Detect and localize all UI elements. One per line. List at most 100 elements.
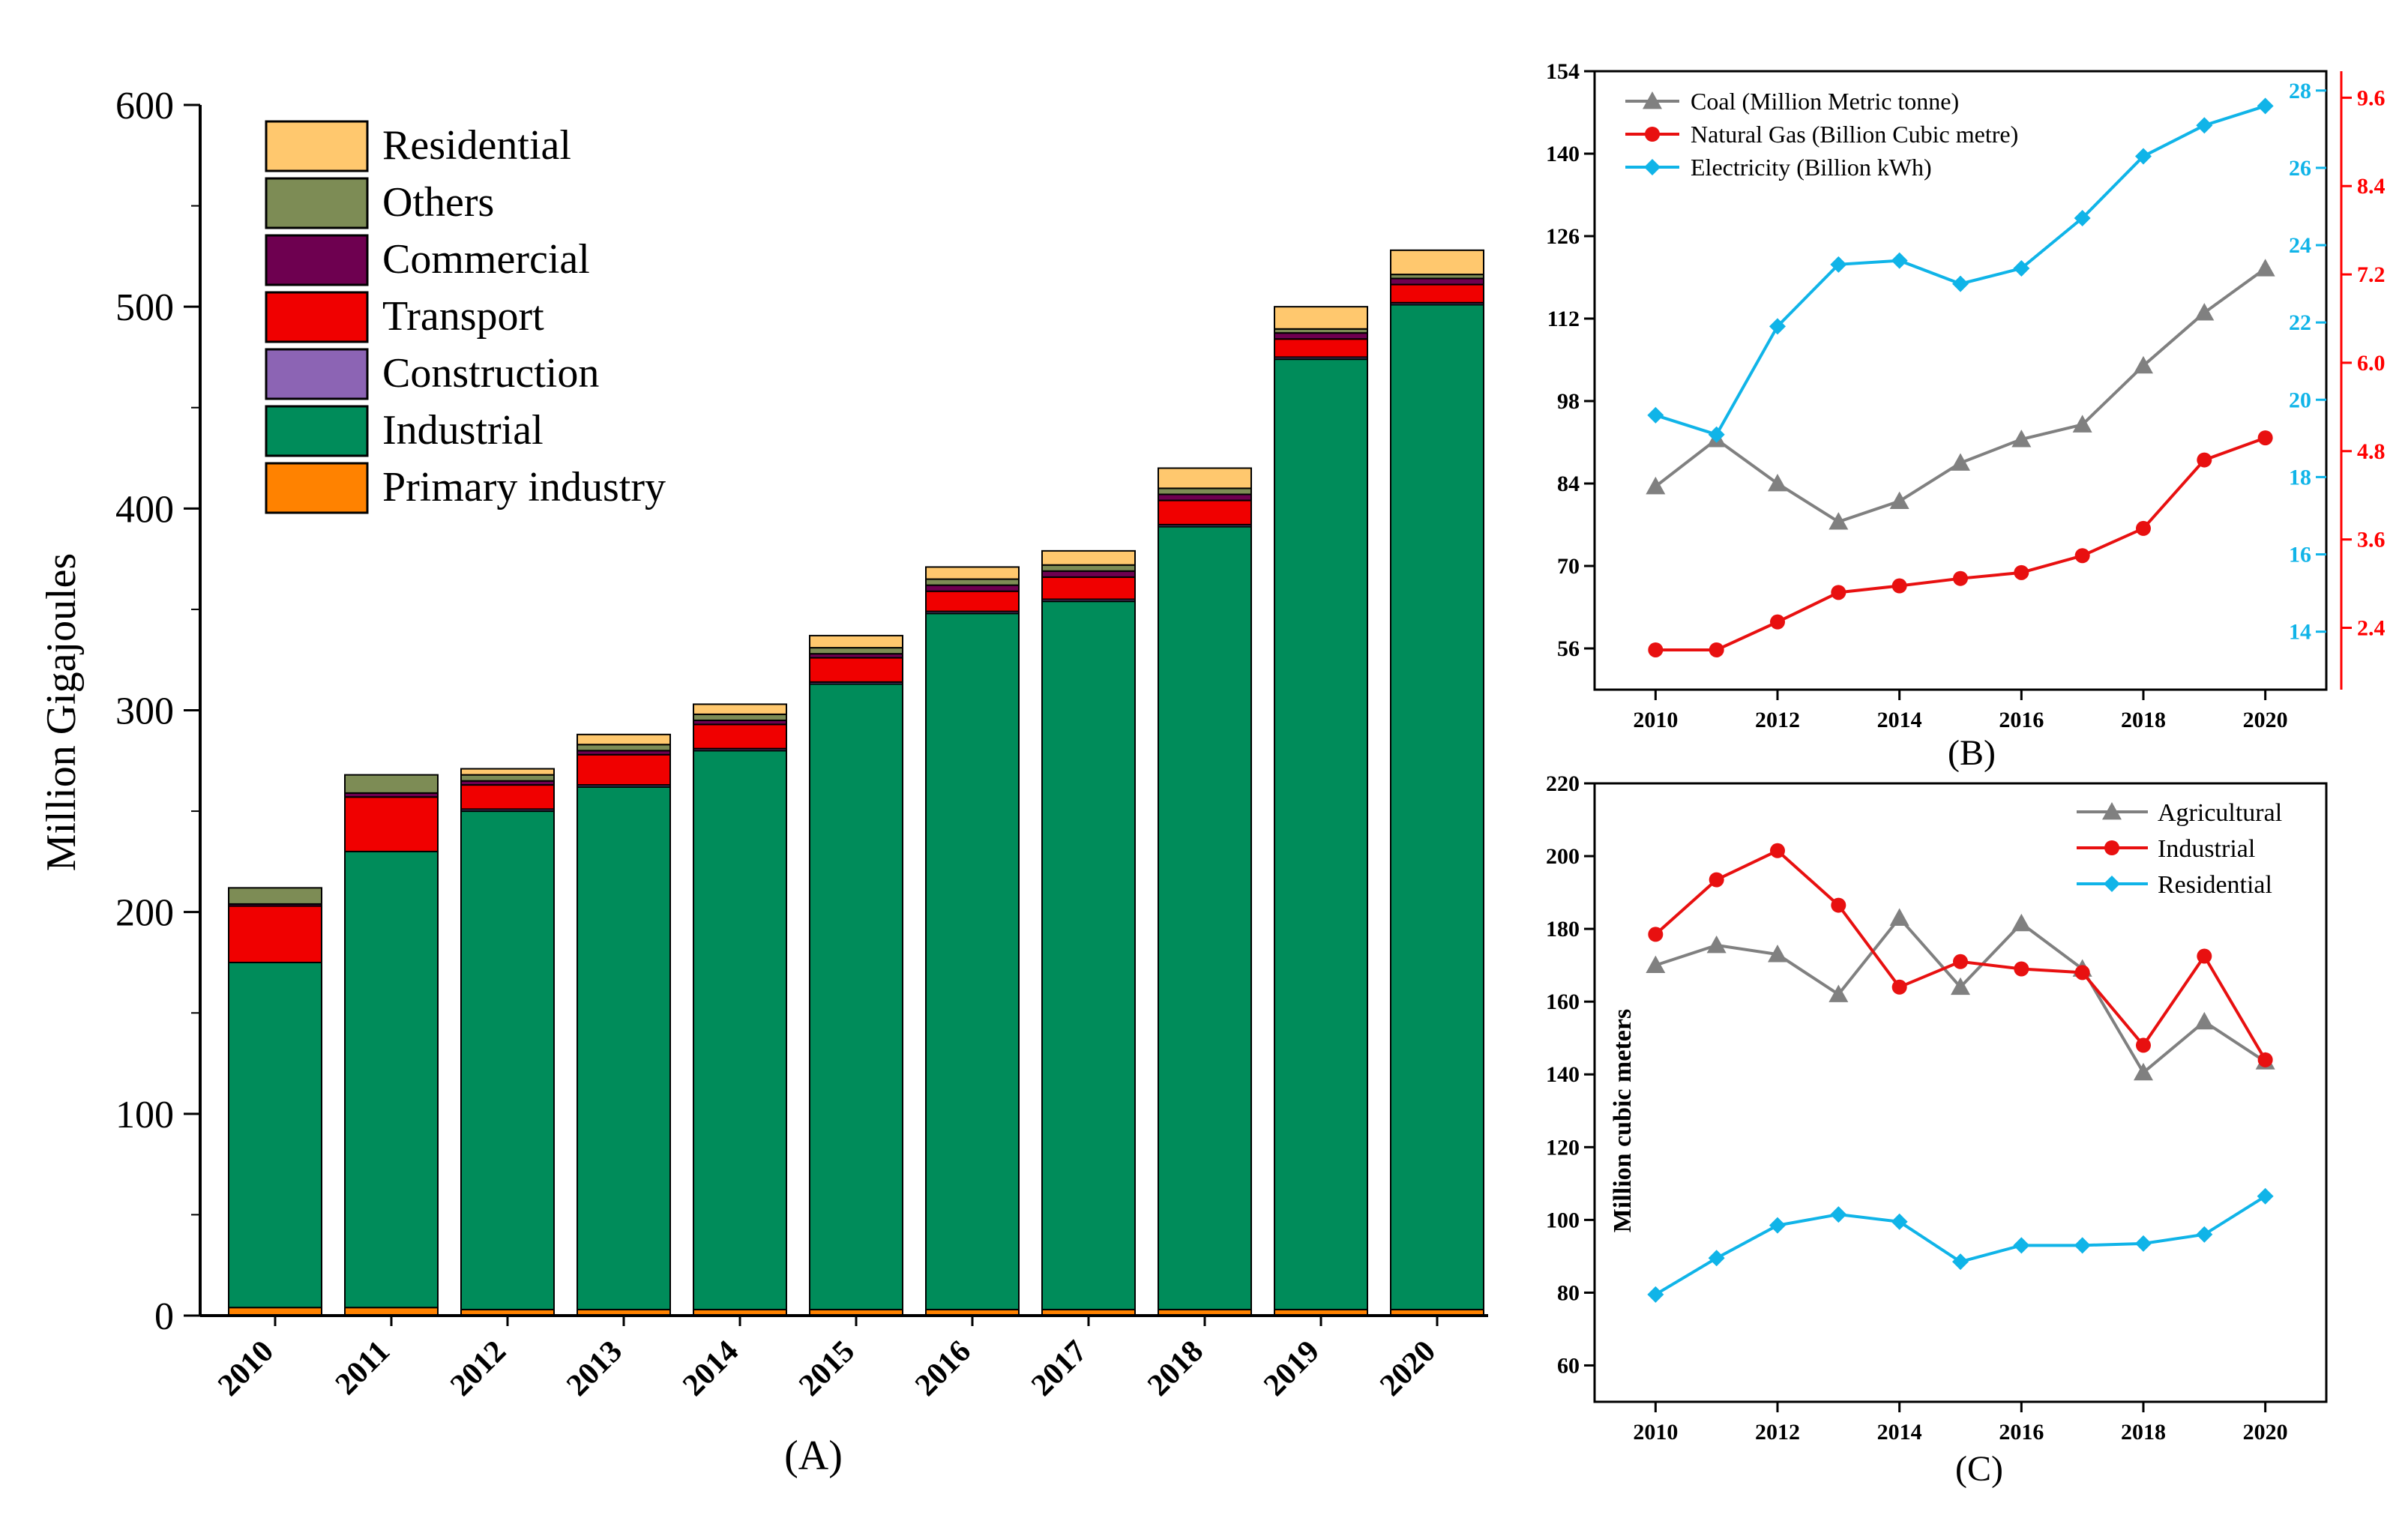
electricity-point bbox=[2013, 259, 2030, 277]
bar-2016-transport bbox=[925, 590, 1020, 612]
x-tick-label: 2013 bbox=[560, 1334, 629, 1403]
x-tick-label: 2010 bbox=[1633, 1420, 1678, 1445]
bar-2016-industrial bbox=[925, 612, 1020, 1310]
industrial-point bbox=[1648, 927, 1664, 942]
bar-2020-commercial bbox=[1390, 277, 1484, 286]
panel-b-ticks: 56 70 84 98 112 126 140 154 14 16 18 20 22 24 26 28 2.4 3… bbox=[1546, 59, 2386, 732]
panel-a: 0 100 200 300 400 500 600 2010 2011 2012 2013 2014… bbox=[38, 85, 1488, 1479]
panel-b-legend: Coal (Million Metric tonne) Natural Gas (… bbox=[1625, 88, 2018, 181]
natural-gas-point bbox=[1891, 578, 1907, 594]
gas-axis-label: 2.4 bbox=[2357, 616, 2386, 641]
coal-point bbox=[2011, 430, 2032, 448]
panel-c-lines bbox=[1646, 843, 2275, 1303]
electricity-point bbox=[1769, 318, 1786, 335]
y-tick-label: 300 bbox=[115, 690, 174, 733]
gas-axis-label: 4.8 bbox=[2357, 439, 2386, 464]
y-tick-label: 500 bbox=[115, 286, 174, 329]
industrial-point bbox=[1953, 954, 1968, 969]
agricultural-point bbox=[1706, 935, 1727, 954]
legend-marker bbox=[2102, 802, 2122, 820]
y-tick-label: 180 bbox=[1546, 917, 1580, 942]
x-tick-label: 2016 bbox=[1999, 708, 2044, 732]
x-tick-label: 2020 bbox=[2243, 708, 2288, 732]
legend-swatch bbox=[265, 177, 369, 229]
gas-axis-label: 9.6 bbox=[2357, 85, 2386, 110]
panel-b: 56 70 84 98 112 126 140 154 14 16 18 20 22 24 26 28 2.4 3… bbox=[1546, 59, 2386, 773]
bar-2010-others bbox=[228, 887, 322, 905]
industrial-point bbox=[2257, 1052, 2273, 1067]
agricultural-point bbox=[2011, 913, 2032, 932]
industrial-point bbox=[1770, 843, 1785, 858]
coal-point bbox=[2134, 355, 2153, 374]
legend-marker bbox=[1644, 159, 1661, 175]
bar-2012-others bbox=[460, 774, 555, 782]
y-tick-label: 600 bbox=[115, 85, 174, 127]
electricity-point bbox=[2257, 97, 2274, 115]
residential-point bbox=[2257, 1187, 2274, 1205]
residential-point bbox=[1769, 1217, 1786, 1234]
coal-point bbox=[2194, 303, 2215, 321]
panel-c-legend: Agricultural Industrial Residential bbox=[2077, 799, 2282, 899]
industrial-point bbox=[1891, 979, 1907, 995]
x-tick-label: 2014 bbox=[676, 1334, 745, 1403]
bar-2015-transport bbox=[809, 657, 903, 683]
x-tick-label: 2012 bbox=[444, 1334, 513, 1403]
coal-line bbox=[1655, 267, 2266, 524]
x-tick-label: 2016 bbox=[1999, 1420, 2044, 1445]
bar-2012-industrial bbox=[460, 810, 555, 1310]
coal-point bbox=[2072, 415, 2092, 433]
agricultural-line bbox=[1655, 915, 2266, 1075]
legend-marker bbox=[2104, 840, 2119, 855]
x-tick-label: 2016 bbox=[909, 1334, 978, 1403]
bar-2013-others bbox=[577, 744, 671, 752]
bar-2012-residential bbox=[460, 768, 555, 776]
x-tick-label: 2017 bbox=[1025, 1334, 1094, 1403]
bar-2014-residential bbox=[693, 703, 787, 715]
panel-b-frame bbox=[1593, 70, 2328, 691]
electricity-point bbox=[1647, 406, 1664, 424]
coal-point bbox=[1828, 512, 1849, 530]
electricity-axis-label: 26 bbox=[2289, 156, 2311, 181]
bar-2016-others bbox=[925, 578, 1020, 586]
coal-axis-label: 56 bbox=[1557, 636, 1580, 661]
gas-axis-label: 8.4 bbox=[2357, 174, 2386, 199]
natural-gas-point bbox=[2257, 430, 2273, 446]
industrial-point bbox=[2074, 965, 2090, 981]
residential-point bbox=[1952, 1253, 1969, 1271]
legend-label: Coal (Million Metric tonne) bbox=[1691, 88, 1959, 115]
legend-swatch bbox=[265, 405, 369, 457]
electricity-point bbox=[1708, 426, 1725, 443]
legend-label: Transport bbox=[382, 293, 544, 340]
y-tick-label: 100 bbox=[1546, 1208, 1580, 1232]
panel-c-y-axis-label: Million cubic meters bbox=[1609, 1009, 1637, 1232]
residential-point bbox=[2013, 1237, 2030, 1254]
industrial-point bbox=[1831, 897, 1846, 913]
residential-point bbox=[1891, 1213, 1908, 1230]
x-tick-label: 2010 bbox=[1633, 708, 1678, 732]
x-tick-label: 2015 bbox=[792, 1334, 861, 1403]
bar-2011-industrial bbox=[344, 850, 439, 1309]
agricultural-point bbox=[1828, 984, 1849, 1002]
bar-2016-residential bbox=[925, 566, 1020, 580]
residential-point bbox=[1708, 1250, 1725, 1267]
legend-label: Primary industry bbox=[382, 464, 666, 510]
panel-a-y-ticks: 0 100 200 300 400 500 600 bbox=[115, 85, 200, 1338]
panel-a-bars bbox=[228, 249, 1484, 1317]
industrial-point bbox=[1709, 872, 1724, 888]
coal-axis-label: 98 bbox=[1557, 389, 1580, 414]
legend-marker bbox=[1645, 127, 1660, 142]
bar-2013-residential bbox=[577, 733, 671, 746]
industrial-point bbox=[2136, 1037, 2151, 1053]
electricity-point bbox=[1830, 256, 1847, 273]
electricity-axis-label: 24 bbox=[2289, 233, 2311, 258]
bar-2019-residential bbox=[1274, 306, 1368, 330]
legend-swatch bbox=[265, 234, 369, 286]
bar-2019-industrial bbox=[1274, 358, 1368, 1310]
panel-a-legend: Residential Others Commercial Transport Cons… bbox=[265, 120, 666, 514]
panel-c: 60 80 100 120 140 160 180 200 220 2010 2012 2014 201… bbox=[1546, 771, 2328, 1489]
x-tick-label: 2012 bbox=[1755, 708, 1800, 732]
panel-b-lines bbox=[1646, 97, 2275, 657]
bar-2013-industrial bbox=[577, 786, 671, 1310]
panel-a-label: (A) bbox=[784, 1433, 843, 1479]
x-tick-label: 2020 bbox=[2243, 1420, 2288, 1445]
